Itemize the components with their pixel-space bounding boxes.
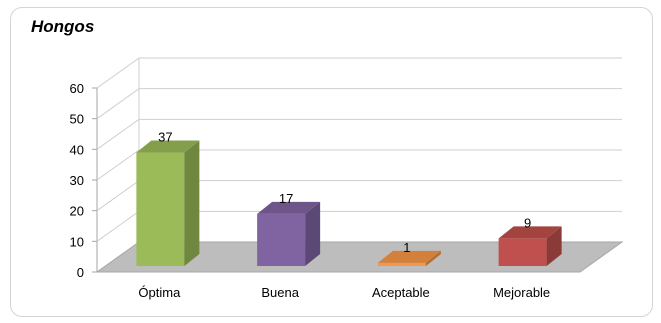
bar-side xyxy=(305,201,321,266)
bar-top xyxy=(498,226,562,239)
x-tick-label: Óptima xyxy=(138,285,181,300)
y-axis-tick-labels: 0 10 20 30 40 50 60 xyxy=(70,81,97,280)
y-tick-label: 10 xyxy=(70,234,84,249)
gridline xyxy=(96,149,622,181)
bar-Aceptable xyxy=(377,250,441,266)
bar-front xyxy=(498,238,547,266)
data-labels: 37 17 1 9 xyxy=(158,130,531,255)
y-tick-label: 50 xyxy=(70,112,84,127)
y-tick-label: 40 xyxy=(70,142,84,157)
bars xyxy=(136,140,562,266)
bar-side xyxy=(425,250,441,266)
y-tick-label: 20 xyxy=(70,204,84,219)
gridline xyxy=(96,118,622,150)
y-tick-label: 0 xyxy=(77,265,84,280)
x-axis-tick-labels: Óptima Buena Aceptable Mejorable xyxy=(138,285,550,300)
chart-floor xyxy=(95,241,624,273)
bar-top xyxy=(377,250,441,263)
bar-front xyxy=(136,152,185,266)
bar-top xyxy=(136,140,200,153)
data-label: 1 xyxy=(403,240,410,255)
bar-front xyxy=(257,213,306,266)
bar-Mejorable xyxy=(498,226,562,266)
bar-Óptima xyxy=(136,140,200,266)
bar-side xyxy=(184,140,200,266)
y-tick-label: 30 xyxy=(70,173,84,188)
bar-side xyxy=(546,226,562,266)
x-tick-label: Mejorable xyxy=(493,285,550,300)
chart-title: Hongos xyxy=(31,17,95,36)
x-tick-label: Buena xyxy=(261,285,299,300)
gridline xyxy=(96,88,622,120)
bar-top xyxy=(257,201,321,214)
data-label: 17 xyxy=(279,191,293,206)
bar-front xyxy=(377,262,426,266)
data-label: 9 xyxy=(524,215,531,230)
x-tick-label: Aceptable xyxy=(372,285,430,300)
bar-Buena xyxy=(257,201,321,266)
data-label: 37 xyxy=(158,130,172,145)
y-tick-label: 60 xyxy=(70,81,84,96)
gridline xyxy=(96,57,622,89)
